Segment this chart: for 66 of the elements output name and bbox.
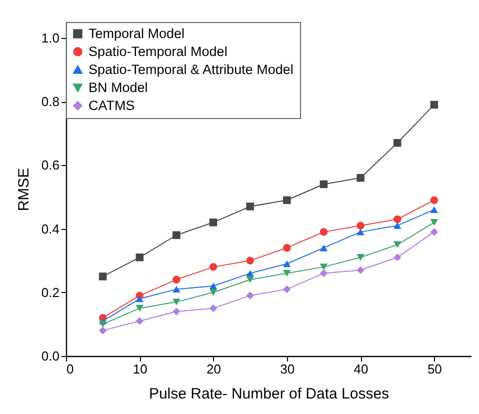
point bbox=[246, 202, 254, 210]
point bbox=[283, 285, 291, 294]
point bbox=[172, 298, 180, 306]
legend-label: Spatio-Temporal & Attribute Model bbox=[88, 62, 294, 77]
point bbox=[209, 282, 218, 290]
point bbox=[356, 266, 364, 274]
point bbox=[356, 222, 364, 230]
x-tick-label: 50 bbox=[427, 362, 442, 376]
point bbox=[283, 196, 291, 204]
point bbox=[98, 320, 107, 328]
point bbox=[136, 295, 144, 302]
point bbox=[356, 228, 364, 236]
point bbox=[430, 228, 438, 236]
point bbox=[209, 218, 218, 226]
point bbox=[320, 264, 328, 270]
x-axis-title: Pulse Rate- Number of Data Losses bbox=[148, 386, 390, 402]
point bbox=[172, 308, 180, 316]
point bbox=[98, 326, 107, 334]
y-axis-title: RMSE bbox=[15, 168, 32, 212]
point bbox=[320, 269, 328, 278]
legend-label: Temporal Model bbox=[88, 26, 185, 41]
x-tick-label: 0 bbox=[66, 362, 74, 376]
point bbox=[430, 219, 438, 226]
point bbox=[246, 276, 254, 284]
point bbox=[172, 231, 180, 239]
point bbox=[320, 180, 328, 188]
x-tick-label: 20 bbox=[206, 362, 222, 376]
point bbox=[393, 139, 402, 147]
point bbox=[283, 244, 291, 252]
point bbox=[393, 241, 402, 248]
point bbox=[356, 254, 364, 261]
point bbox=[136, 317, 144, 325]
point bbox=[172, 286, 180, 293]
x-tick-label: 40 bbox=[354, 362, 368, 376]
point bbox=[246, 270, 254, 277]
y-tick-label: 0.4 bbox=[41, 221, 60, 236]
point bbox=[209, 304, 218, 312]
point bbox=[246, 292, 254, 300]
x-tick-label: 30 bbox=[280, 362, 295, 376]
point bbox=[320, 228, 328, 236]
point bbox=[136, 254, 144, 262]
y-tick-label: 0.2 bbox=[41, 284, 60, 300]
legend-label: CATMS bbox=[88, 98, 135, 113]
point bbox=[209, 289, 218, 296]
point bbox=[356, 174, 364, 182]
point bbox=[393, 215, 402, 224]
point bbox=[98, 272, 107, 280]
y-tick-label: 0.0 bbox=[41, 348, 60, 364]
point bbox=[172, 276, 180, 284]
point bbox=[430, 196, 438, 204]
point bbox=[283, 270, 291, 277]
y-tick-label: 0.8 bbox=[41, 94, 60, 110]
point bbox=[209, 263, 218, 271]
legend-label: Spatio-Temporal Model bbox=[88, 44, 228, 59]
point bbox=[320, 244, 328, 252]
point bbox=[430, 100, 438, 109]
point bbox=[136, 304, 144, 312]
point bbox=[283, 260, 291, 268]
point bbox=[430, 206, 438, 214]
legend-label: BN Model bbox=[88, 80, 148, 95]
point bbox=[393, 222, 402, 229]
y-tick-label: 0.6 bbox=[41, 158, 60, 173]
y-tick-label: 1.0 bbox=[41, 30, 60, 46]
x-tick-label: 10 bbox=[132, 362, 148, 376]
point bbox=[393, 254, 402, 262]
point bbox=[246, 256, 254, 264]
